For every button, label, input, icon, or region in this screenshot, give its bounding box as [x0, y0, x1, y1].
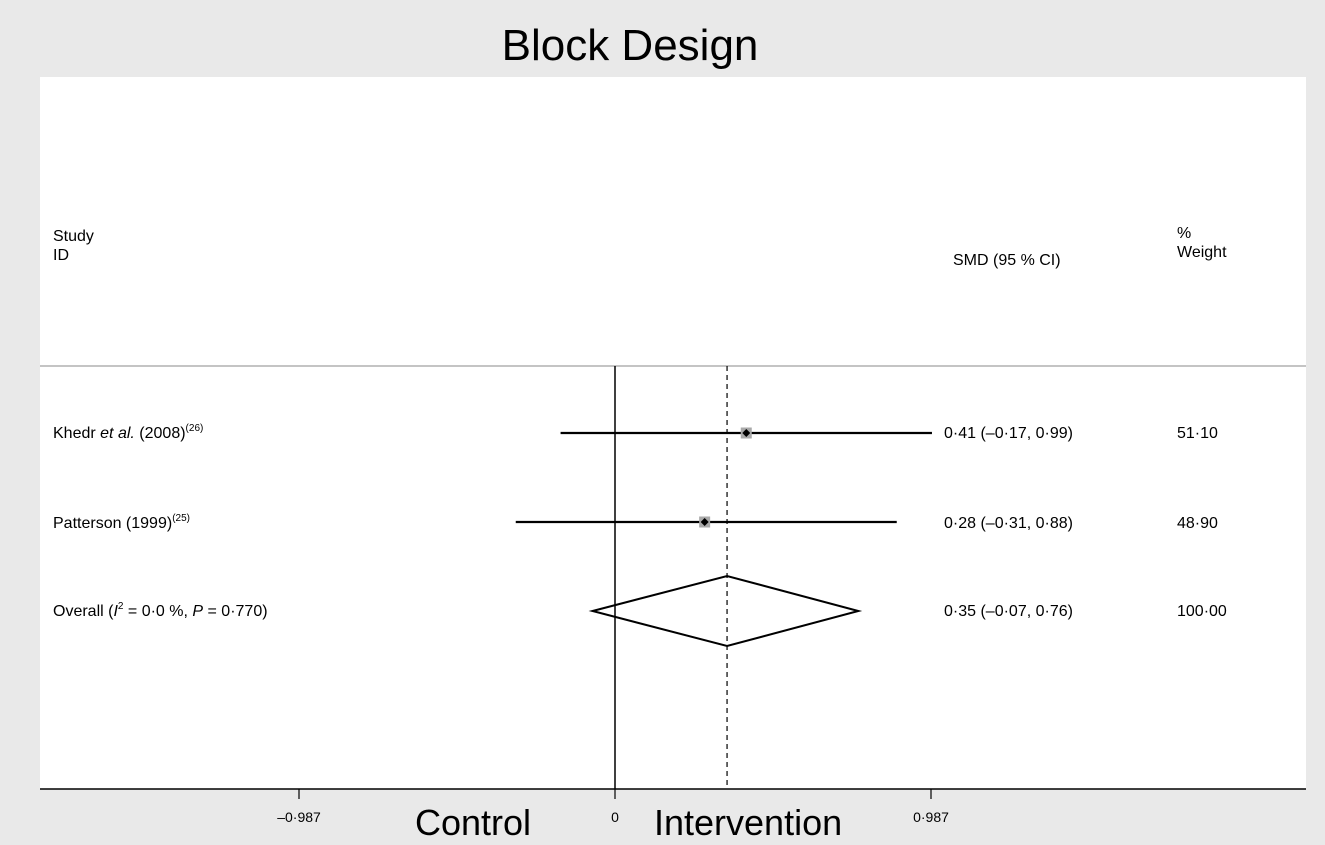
study-ref: (26) — [185, 423, 204, 434]
overall-diamond — [588, 574, 863, 648]
study-label-patterson: Patterson (1999)(25) — [53, 514, 190, 533]
study-weight-khedr: 51·10 — [1177, 425, 1218, 442]
header-study: Study — [53, 228, 94, 245]
header-id: ID — [53, 247, 69, 264]
study-smd-patterson: 0·28 (–0·31, 0·88) — [944, 515, 1073, 532]
study-smd-khedr: 0·41 (–0·17, 0·99) — [944, 425, 1073, 442]
header-weight: Weight — [1177, 244, 1227, 261]
header-smd: SMD (95 % CI) — [953, 252, 1061, 269]
study-etal: et al. — [100, 425, 135, 442]
point-estimate — [742, 429, 751, 437]
overall-i2-text: = 0·0 %, — [123, 603, 193, 620]
intervention-label: Intervention — [654, 802, 843, 843]
x-tick-label: –0·987 — [277, 809, 321, 825]
overall-prefix: Overall ( — [53, 603, 114, 620]
overall-weight: 100·00 — [1177, 603, 1227, 620]
overall-label: Overall (I2 = 0·0 %, P = 0·770) — [53, 602, 268, 621]
study-label-khedr: Khedr et al. (2008)(26) — [53, 424, 203, 443]
header-percent: % — [1177, 225, 1192, 242]
control-label: Control — [415, 802, 532, 843]
x-tick-label: 0·987 — [913, 809, 949, 825]
chart-title: Block Design — [501, 21, 759, 70]
overall-p-text: = 0·770) — [203, 603, 268, 620]
overall-p-symbol: P — [192, 603, 204, 620]
overall-smd: 0·35 (–0·07, 0·76) — [944, 603, 1073, 620]
study-name: Khedr — [53, 425, 96, 442]
overall-i2-exp: 2 — [117, 601, 124, 612]
study-year: (2008) — [139, 425, 186, 442]
study-weight-patterson: 48·90 — [1177, 515, 1218, 532]
point-estimate — [700, 518, 709, 526]
x-tick-label: 0 — [611, 809, 619, 825]
overall-i2-symbol: I — [113, 603, 118, 620]
study-ref: (25) — [172, 513, 190, 524]
study-name: Patterson (1999) — [53, 515, 173, 532]
